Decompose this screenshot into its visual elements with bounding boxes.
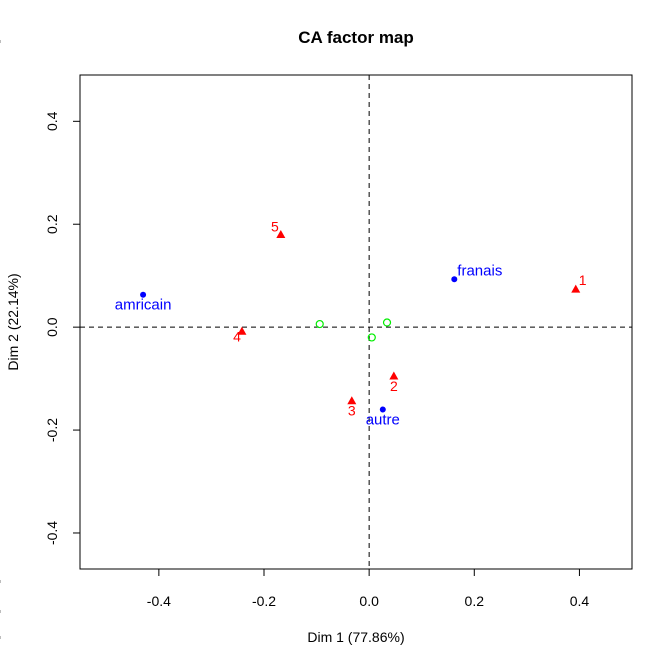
point-label: amricain [115,297,172,314]
point-label: franais [457,262,502,279]
x-tick-label: -0.2 [252,593,276,609]
chart-title: CA factor map [298,28,414,47]
y-tick-label: 0.2 [44,214,60,234]
row-point [571,284,581,293]
y-axis-label: Dim 2 (22.14%) [5,273,21,370]
edge-tick [0,610,1,613]
column-point [140,291,147,298]
point-label: 4 [233,328,241,344]
column-point [379,406,386,413]
point-labels: amricain franais autre 1 2 3 4 5 [115,219,587,429]
y-tick-label: -0.4 [44,521,60,545]
point-label: autre [366,411,400,428]
x-tick-label: -0.4 [147,593,171,609]
point-label: 2 [390,378,398,394]
y-tick-label: 0.0 [44,317,60,337]
edge-tick [0,40,1,43]
reference-lines [80,75,632,569]
plot-frame [79,74,633,570]
row-point [389,371,399,380]
row-point [276,230,286,239]
x-tick-label: 0.0 [359,593,379,609]
edge-tick [0,580,1,583]
supplementary-point [367,333,376,342]
x-tick-label: 0.4 [570,593,590,609]
column-point [451,276,458,283]
point-label: 3 [348,403,356,419]
x-axis: -0.4 -0.2 0.0 0.2 0.4 [147,568,590,609]
y-tick-label: -0.2 [44,418,60,442]
edge-tick [0,636,1,639]
x-axis-label: Dim 1 (77.86%) [307,629,404,645]
y-axis: -0.4 -0.2 0.0 0.2 0.4 [44,111,81,545]
point-label: 5 [271,219,279,235]
supplementary-point [382,318,392,327]
point-label: 1 [579,272,587,288]
data-points [140,230,581,413]
row-point [237,326,247,335]
x-tick-label: 0.2 [465,593,485,609]
row-point [347,396,357,405]
supplementary-point [315,319,324,329]
y-tick-label: 0.4 [44,111,60,131]
